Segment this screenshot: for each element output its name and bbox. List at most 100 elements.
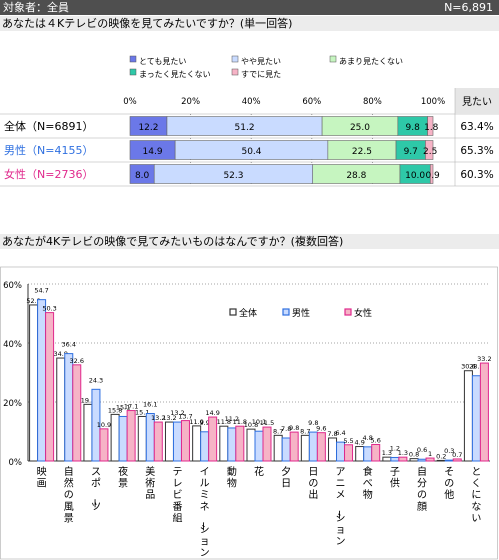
y-tick-label: 0%	[9, 458, 23, 468]
bar	[118, 415, 128, 462]
category-label: 動物	[227, 465, 237, 490]
bar-value-label: 15.1	[135, 408, 149, 416]
legend-item: あまり見たくない	[329, 55, 403, 66]
bar-value-label: 36.4	[62, 341, 76, 349]
bar	[417, 458, 427, 462]
category-label: 美術品	[145, 465, 155, 501]
y-tick-label: 40%	[3, 340, 22, 350]
legend-swatch	[282, 308, 290, 316]
bar-value-label: 6.4	[335, 429, 345, 437]
bar	[425, 457, 435, 462]
bar-value-label: 13.7	[178, 413, 192, 421]
bar	[208, 416, 218, 462]
bar	[479, 362, 489, 462]
want-value: 63.4%	[460, 121, 493, 133]
bar	[463, 370, 473, 462]
legend-swatch	[231, 55, 239, 63]
legend-item: まったく見たくない	[129, 68, 211, 79]
bar	[180, 420, 190, 462]
bar	[328, 437, 338, 462]
bar-value-label: 0.3	[444, 447, 454, 455]
legend-label: まったく見たくない	[139, 70, 211, 79]
question-1-bar: あなたは４Kテレビの映像を見てみたいですか？(単一回答)	[0, 16, 499, 31]
bar	[444, 459, 454, 462]
bar	[355, 446, 365, 462]
row-label: 女性（N=2736）	[4, 167, 93, 181]
legend-item: 男性	[282, 307, 310, 319]
bar	[45, 312, 55, 462]
legend-swatch	[231, 68, 239, 76]
bar	[64, 353, 74, 462]
bar	[273, 434, 283, 462]
category-label: 花	[254, 465, 264, 478]
category-label: とくにない	[471, 466, 481, 524]
legend-label: 男性	[292, 307, 310, 319]
sample-size-label: N=6,891	[444, 1, 493, 14]
bar-value-label: 7.8	[327, 430, 337, 438]
bar-value-label: 11.5	[260, 419, 274, 427]
bar-value-label: 19.2	[81, 396, 95, 404]
x-tick-label: 0%	[123, 97, 137, 107]
target-label: 対象者：全員	[3, 1, 69, 14]
bar	[281, 437, 291, 462]
legend-label: 全体	[239, 307, 257, 319]
bar-value-label: 54.7	[34, 287, 48, 295]
x-tick-label: 80%	[363, 97, 382, 107]
legend-swatch	[229, 308, 237, 316]
bar-value-label: 1.2	[390, 444, 400, 452]
bar	[29, 304, 39, 462]
want-header: 見たい	[462, 96, 492, 108]
legend-label: あまり見たくない	[339, 57, 403, 66]
bar	[289, 431, 299, 462]
bar-value-label: 28.8	[346, 171, 366, 181]
bar-segment	[425, 140, 434, 160]
bar-value-label: 11.9	[189, 418, 203, 426]
bar	[308, 431, 318, 462]
category-label: アニメーション	[333, 467, 346, 548]
bar-value-label: 9.8	[289, 424, 299, 432]
bar	[153, 421, 163, 462]
bar	[390, 456, 400, 462]
legend-swatch	[329, 55, 337, 63]
bar-value-label: 33.2	[477, 355, 491, 363]
category-label: 夕日	[281, 466, 291, 490]
bar	[262, 426, 272, 462]
question-1-text: あなたは４Kテレビの映像を見てみたいですか？(単一回答)	[2, 17, 293, 30]
bar-value-label: 1.3	[382, 449, 392, 457]
chart-frame	[0, 266, 498, 560]
bar-segment	[427, 116, 434, 136]
category-label: 日の出	[308, 467, 318, 501]
grouped-bar-chart: 0% 20% 40% 60% 全体 男性 女性 52.9 54.7 50.3 映画 34.936.4 3…	[0, 266, 498, 560]
bar-value-label: 8.7	[300, 427, 310, 435]
row-label: 男性（N=4155）	[4, 143, 93, 157]
bar-value-label: 5.6	[371, 436, 381, 444]
bar	[436, 459, 446, 462]
bar-value-label: 0.9	[425, 171, 440, 181]
bar-value-label: 1.8	[424, 123, 439, 133]
bar	[300, 434, 310, 462]
bar-value-label: 15.8	[108, 406, 122, 414]
legend-swatch	[129, 68, 137, 76]
category-label: スポーツ	[88, 467, 101, 513]
y-tick-label: 60%	[3, 281, 22, 291]
x-tick-label: 40%	[242, 97, 261, 107]
bar-value-label: 50.3	[42, 305, 56, 313]
bar	[316, 432, 326, 462]
bar-value-label: 30.6	[461, 363, 475, 371]
bar	[172, 421, 182, 462]
category-label: 子供	[390, 466, 400, 490]
bar	[72, 364, 82, 462]
bar	[137, 415, 147, 462]
legend-label: やや見たい	[241, 57, 281, 66]
bar	[246, 428, 256, 462]
bar-value-label: 4.8	[363, 434, 373, 442]
bar-value-label: 1	[428, 450, 432, 458]
bar	[344, 444, 354, 462]
bar	[398, 456, 408, 462]
legend-swatch	[344, 308, 352, 316]
bar-value-label: 4.9	[355, 439, 365, 447]
bar-value-label: 14.9	[205, 409, 219, 417]
y-tick-label: 20%	[3, 399, 22, 409]
bar	[164, 421, 174, 462]
bar	[382, 456, 392, 462]
